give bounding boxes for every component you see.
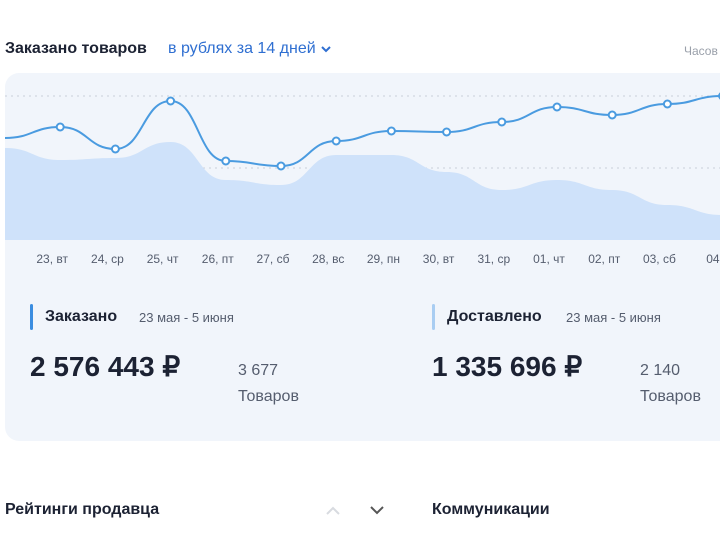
section-title: Коммуникации bbox=[432, 501, 550, 518]
stat-count: 3 677 bbox=[238, 362, 279, 379]
stat-amount: 2 576 443 ₽ bbox=[30, 351, 181, 382]
range-text[interactable]: в рублях за 14 дней bbox=[168, 40, 316, 57]
x-tick-label: 27, сб bbox=[257, 252, 290, 266]
point bbox=[662, 99, 672, 109]
x-tick-label: 02, пт bbox=[588, 252, 621, 266]
x-tick-label: 24, ср bbox=[91, 252, 124, 266]
accent-bar bbox=[432, 304, 435, 330]
stat-unit: Товаров bbox=[238, 388, 299, 405]
x-tick-label: 01, чт bbox=[533, 252, 565, 266]
x-tick-label: 25, чт bbox=[147, 252, 179, 266]
stat-label: Заказано bbox=[45, 308, 118, 325]
area bbox=[5, 142, 720, 240]
x-tick-label: 04, bbox=[706, 252, 720, 266]
x-tick-label: 31, ср bbox=[477, 252, 510, 266]
x-tick-label: 28, вс bbox=[312, 252, 344, 266]
chart-panel bbox=[5, 73, 720, 441]
x-tick-label: 29, пн bbox=[367, 252, 400, 266]
x-tick-label: 30, вт bbox=[423, 252, 455, 266]
link[interactable]: Часов bbox=[684, 44, 718, 58]
stat-period: 23 мая - 5 июня bbox=[566, 310, 661, 325]
point bbox=[552, 102, 562, 112]
point bbox=[110, 144, 120, 154]
x-tick-label: 23, вт bbox=[36, 252, 68, 266]
point bbox=[386, 126, 396, 136]
arrows[interactable] bbox=[322, 500, 392, 520]
point bbox=[442, 127, 452, 137]
stat-label: Доставлено bbox=[447, 308, 542, 325]
point bbox=[497, 117, 507, 127]
range-selector[interactable]: в рублях за 14 дней bbox=[168, 40, 332, 58]
point bbox=[607, 110, 617, 120]
stat-amount: 1 335 696 ₽ bbox=[432, 351, 583, 382]
chevron[interactable] bbox=[320, 44, 332, 54]
title: Заказано товаров bbox=[5, 40, 147, 57]
x-tick-label: 03, сб bbox=[643, 252, 676, 266]
accent-bar bbox=[30, 304, 33, 330]
x-tick-label: 26, пт bbox=[202, 252, 235, 266]
point bbox=[276, 161, 286, 171]
line bbox=[4, 95, 720, 168]
stat-unit: Товаров bbox=[640, 388, 701, 405]
chart: 23, вт 24, ср 25, чт 26, пт 27, сб 28, вс 29, … bbox=[4, 92, 720, 266]
stat-period: 23 мая - 5 июня bbox=[139, 310, 234, 325]
point bbox=[55, 122, 65, 132]
point bbox=[331, 136, 341, 146]
section-title: Рейтинги продавца bbox=[5, 501, 160, 518]
point bbox=[166, 96, 176, 106]
stat-count: 2 140 bbox=[640, 362, 681, 379]
point bbox=[221, 156, 231, 166]
